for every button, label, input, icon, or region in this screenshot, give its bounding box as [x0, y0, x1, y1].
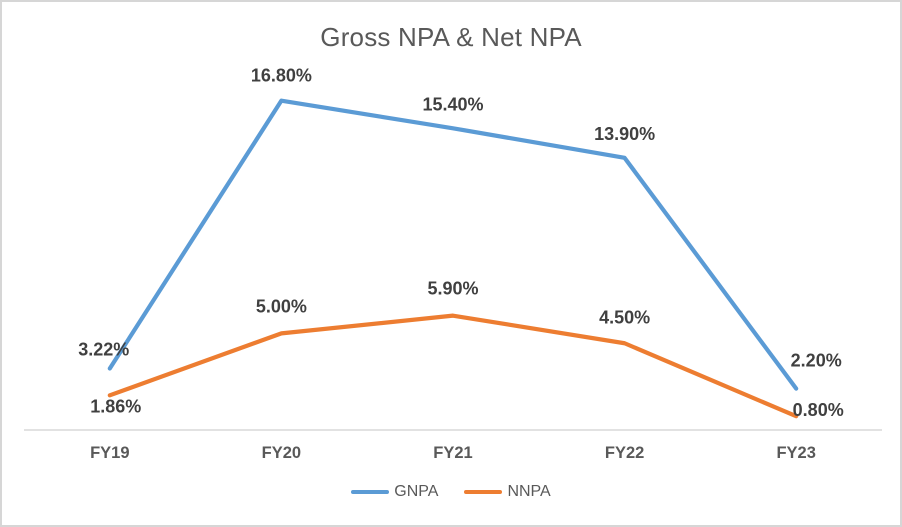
x-axis-label-fy20: FY20	[262, 444, 301, 462]
legend-item-gnpa: GNPA	[351, 483, 438, 501]
x-axis-label-fy22: FY22	[605, 444, 644, 462]
nnpa-legend-line-icon	[464, 490, 503, 494]
nnpa-data-label-fy23: 0.80%	[793, 400, 844, 420]
nnpa-data-label-fy21: 5.90%	[427, 279, 478, 299]
gnpa-legend-line-icon	[351, 490, 390, 494]
nnpa-data-label-fy19: 1.86%	[90, 396, 141, 416]
legend: GNPA NNPA	[2, 483, 900, 501]
gnpa-data-label-fy19: 3.22%	[78, 339, 129, 359]
gnpa-line	[107, 98, 799, 391]
legend-label-nnpa: NNPA	[507, 483, 551, 500]
nnpa-data-label-fy20: 5.00%	[256, 296, 307, 316]
x-axis-label-fy19: FY19	[90, 444, 129, 462]
chart-title: Gross NPA & Net NPA	[320, 22, 582, 52]
gnpa-data-label-fy20: 16.80%	[251, 66, 312, 86]
gnpa-data-label-fy23: 2.20%	[791, 351, 842, 371]
legend-label-gnpa: GNPA	[394, 483, 439, 500]
x-axis-label-fy21: FY21	[433, 444, 472, 462]
legend-item-nnpa: NNPA	[464, 483, 551, 501]
gnpa-data-label-fy21: 15.40%	[422, 94, 483, 114]
gnpa-data-label-fy22: 13.90%	[594, 124, 655, 144]
nnpa-line	[107, 313, 799, 419]
x-axis-label-fy23: FY23	[776, 444, 815, 462]
nnpa-data-label-fy22: 4.50%	[599, 307, 650, 327]
